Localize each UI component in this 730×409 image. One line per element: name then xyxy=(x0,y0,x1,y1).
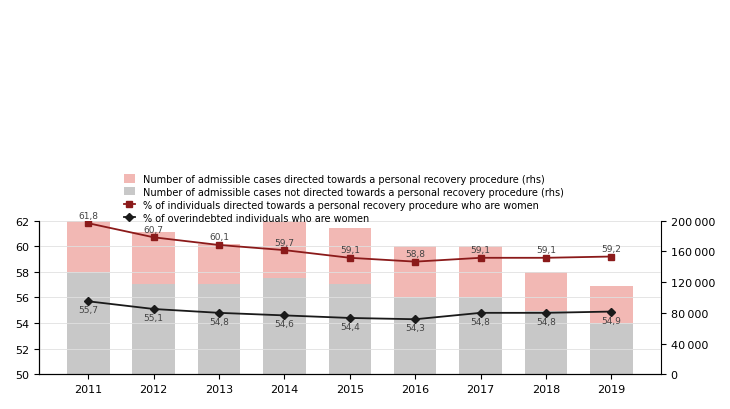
Bar xyxy=(198,285,240,374)
Bar xyxy=(525,272,567,311)
% of individuals directed towards a personal recovery procedure who are women xyxy=(215,243,223,248)
% of individuals directed towards a personal recovery procedure who are women xyxy=(280,248,289,253)
Line: % of overindebted individuals who are women: % of overindebted individuals who are wo… xyxy=(85,299,614,322)
Bar xyxy=(590,323,633,374)
% of overindebted individuals who are women xyxy=(150,307,158,312)
% of overindebted individuals who are women xyxy=(542,310,550,315)
Text: 59,7: 59,7 xyxy=(274,238,294,247)
% of individuals directed towards a personal recovery procedure who are women xyxy=(84,221,93,226)
% of overindebted individuals who are women xyxy=(84,299,93,304)
Text: 54,8: 54,8 xyxy=(210,317,229,326)
Text: 55,7: 55,7 xyxy=(78,306,99,315)
Text: 60,7: 60,7 xyxy=(144,225,164,234)
Bar xyxy=(590,286,633,323)
Text: 61,8: 61,8 xyxy=(78,211,99,220)
% of overindebted individuals who are women xyxy=(411,317,420,322)
% of overindebted individuals who are women xyxy=(476,310,485,315)
Text: 59,1: 59,1 xyxy=(536,246,556,254)
Bar xyxy=(264,279,306,374)
Bar xyxy=(264,219,306,279)
Text: 59,1: 59,1 xyxy=(471,246,491,254)
Text: 54,4: 54,4 xyxy=(340,322,360,331)
% of overindebted individuals who are women xyxy=(215,310,223,315)
Text: 60,1: 60,1 xyxy=(209,233,229,242)
Text: 59,1: 59,1 xyxy=(340,246,360,254)
% of individuals directed towards a personal recovery procedure who are women xyxy=(411,260,420,265)
% of individuals directed towards a personal recovery procedure who are women xyxy=(607,254,616,259)
Bar xyxy=(394,246,437,298)
% of overindebted individuals who are women xyxy=(607,309,616,314)
Bar xyxy=(67,220,110,272)
Text: 54,3: 54,3 xyxy=(405,324,425,333)
Text: 54,8: 54,8 xyxy=(471,317,491,326)
Bar xyxy=(459,246,502,298)
Text: 54,6: 54,6 xyxy=(274,320,294,329)
% of overindebted individuals who are women xyxy=(280,313,289,318)
% of individuals directed towards a personal recovery procedure who are women xyxy=(150,235,158,240)
Bar xyxy=(133,285,175,374)
% of overindebted individuals who are women xyxy=(345,316,354,321)
Text: 59,2: 59,2 xyxy=(602,244,621,253)
Text: 55,1: 55,1 xyxy=(144,313,164,322)
Text: 54,9: 54,9 xyxy=(602,316,621,325)
Bar xyxy=(328,285,371,374)
Line: % of individuals directed towards a personal recovery procedure who are women: % of individuals directed towards a pers… xyxy=(85,221,614,265)
Text: 54,8: 54,8 xyxy=(536,317,556,326)
Legend: Number of admissible cases directed towards a personal recovery procedure (rhs),: Number of admissible cases directed towa… xyxy=(120,171,568,227)
Text: 58,8: 58,8 xyxy=(405,249,426,258)
% of individuals directed towards a personal recovery procedure who are women xyxy=(345,256,354,261)
Bar xyxy=(67,272,110,374)
Bar xyxy=(459,298,502,374)
Bar xyxy=(394,298,437,374)
Bar xyxy=(198,245,240,285)
% of individuals directed towards a personal recovery procedure who are women xyxy=(542,256,550,261)
Bar xyxy=(133,233,175,285)
Bar xyxy=(525,311,567,374)
% of individuals directed towards a personal recovery procedure who are women xyxy=(476,256,485,261)
Bar xyxy=(328,229,371,285)
